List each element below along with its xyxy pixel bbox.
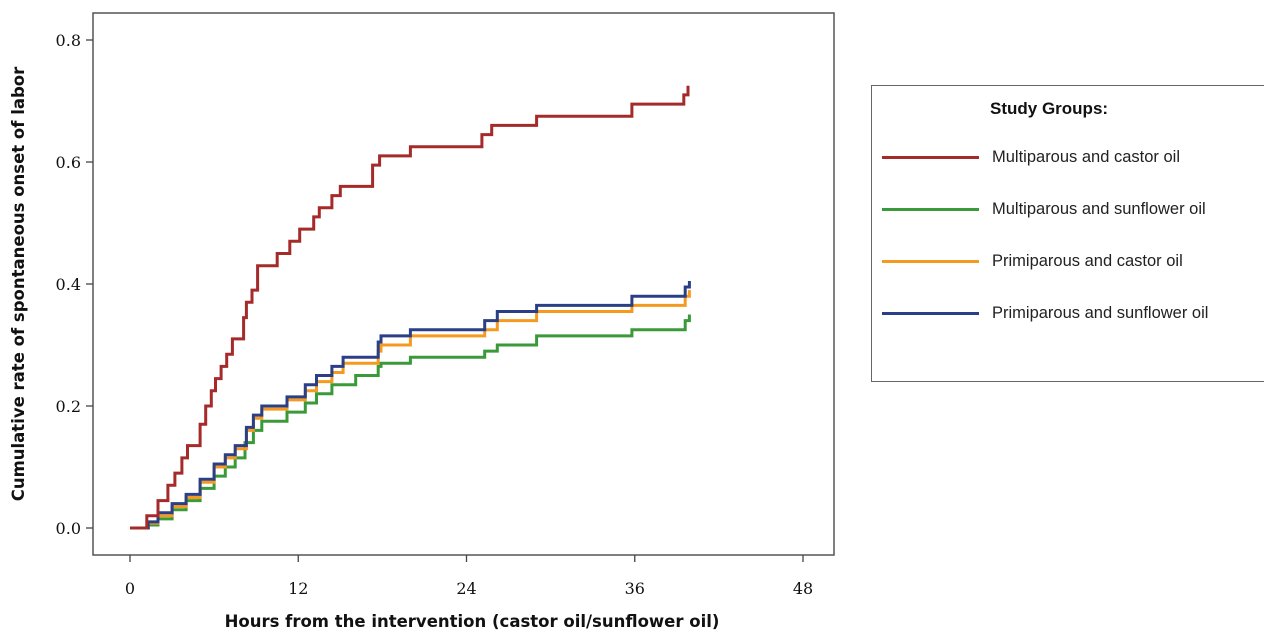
legend-label: Primiparous and sunflower oil — [992, 304, 1209, 322]
x-axis-title: Hours from the intervention (castor oil/… — [225, 612, 720, 631]
x-tick-label: 12 — [288, 579, 308, 598]
y-tick-label: 0.6 — [56, 153, 81, 172]
x-tick-label: 24 — [456, 579, 476, 598]
legend: Study Groups: Multiparous and castor oil… — [871, 85, 1264, 382]
legend-swatch — [882, 260, 979, 263]
legend-item: Multiparous and castor oil — [882, 148, 1262, 168]
series-line-primiparous-and-castor-oil — [130, 290, 691, 530]
legend-item: Primiparous and sunflower oil — [882, 304, 1262, 324]
legend-swatch — [882, 208, 979, 211]
legend-label: Multiparous and castor oil — [992, 148, 1181, 166]
x-tick-label: 48 — [793, 579, 813, 598]
series-line-multiparous-and-sunflower-oil — [130, 314, 691, 530]
series-line-multiparous-and-castor-oil — [130, 85, 690, 530]
series-group — [130, 85, 691, 530]
y-tick-label: 0.2 — [56, 397, 81, 416]
y-tick-label: 0.4 — [56, 275, 81, 294]
series-line-primiparous-and-sunflower-oil — [130, 281, 691, 530]
x-tick-label: 0 — [125, 579, 135, 598]
plot-frame — [92, 12, 835, 556]
y-tick-label: 0.0 — [56, 519, 81, 538]
y-tick-label: 0.8 — [56, 31, 81, 50]
legend-title: Study Groups: — [990, 99, 1109, 118]
legend-item: Multiparous and sunflower oil — [882, 200, 1262, 220]
x-axis: 0 12 24 36 48 — [125, 555, 813, 598]
legend-label: Primiparous and castor oil — [992, 252, 1183, 270]
x-tick-label: 36 — [625, 579, 645, 598]
legend-swatch — [882, 312, 979, 315]
legend-swatch — [882, 156, 979, 159]
legend-item: Primiparous and castor oil — [882, 252, 1262, 272]
y-axis: 0.0 0.2 0.4 0.6 0.8 — [56, 31, 93, 538]
y-axis-title: Cumulative rate of spontaneous onset of … — [9, 66, 28, 501]
legend-label: Multiparous and sunflower oil — [992, 200, 1206, 218]
